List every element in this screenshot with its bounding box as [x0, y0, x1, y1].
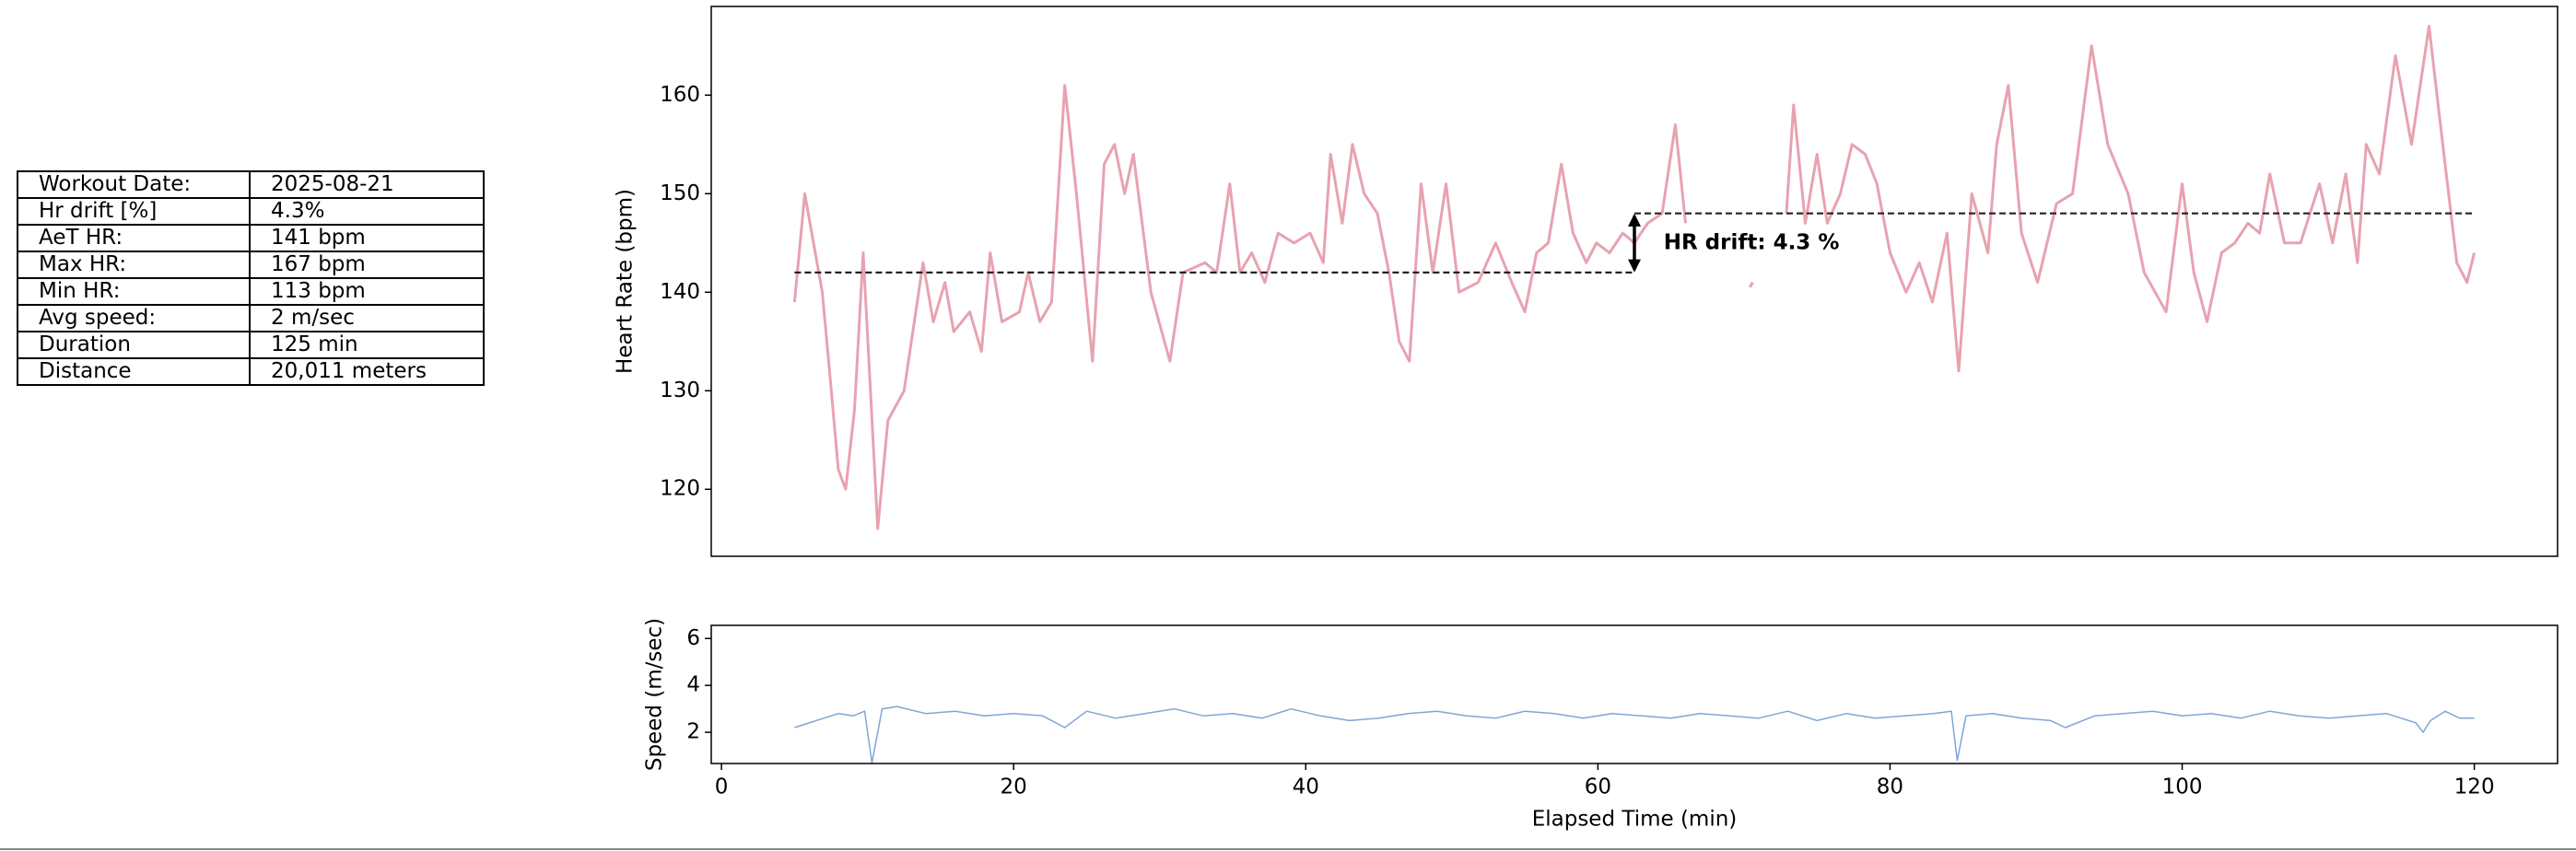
stat-value: 141 bpm [249, 224, 485, 252]
y-tick-label: 140 [660, 280, 700, 304]
table-row: AeT HR: 141 bpm [17, 224, 485, 252]
stat-value: 125 min [249, 331, 485, 359]
y-tick-label: 2 [686, 720, 700, 744]
table-row: Distance 20,011 meters [17, 357, 485, 386]
data-line [794, 705, 2475, 764]
stat-label: Duration [17, 331, 251, 359]
y-tick-label: 160 [660, 83, 700, 107]
stat-label: Workout Date: [17, 170, 251, 199]
stat-label: Distance [17, 357, 251, 386]
table-row: Workout Date: 2025-08-21 [17, 170, 485, 199]
x-tick-label: 120 [2454, 775, 2495, 799]
stat-value: 113 bpm [249, 277, 485, 306]
x-tick-label: 80 [1877, 775, 1903, 799]
table-row: Min HR: 113 bpm [17, 277, 485, 306]
table-row: Hr drift [%] 4.3% [17, 197, 485, 226]
y-tick-label: 4 [686, 673, 700, 697]
stat-label: Max HR: [17, 251, 251, 279]
stat-value: 167 bpm [249, 251, 485, 279]
drift-annotation: HR drift: 4.3 % [1664, 230, 1840, 254]
stat-value: 20,011 meters [249, 357, 485, 386]
x-axis-label: Elapsed Time (min) [1532, 808, 1738, 832]
x-tick-label: 100 [2162, 775, 2203, 799]
stat-label: Avg speed: [17, 304, 251, 332]
stat-label: Hr drift [%] [17, 197, 251, 226]
table-row: Avg speed: 2 m/sec [17, 304, 485, 332]
y-tick-label: 130 [660, 379, 700, 402]
stat-value: 2025-08-21 [249, 170, 485, 199]
x-tick-label: 20 [1001, 775, 1027, 799]
x-tick-label: 40 [1293, 775, 1319, 799]
stats-table: Workout Date: 2025-08-21 Hr drift [%] 4.3% A… [17, 170, 485, 386]
y-tick-label: 150 [660, 181, 700, 205]
axes-frame [710, 6, 2558, 557]
y-tick-label: 6 [686, 626, 700, 650]
stat-label: AeT HR: [17, 224, 251, 252]
stat-value: 2 m/sec [249, 304, 485, 332]
x-tick-label: 0 [715, 775, 729, 799]
table-row: Max HR: 167 bpm [17, 251, 485, 279]
stat-label: Min HR: [17, 277, 251, 306]
data-line [792, 24, 2476, 530]
x-tick-label: 60 [1585, 775, 1611, 799]
y-axis-label: Speed (m/sec) [643, 618, 667, 771]
stat-value: 4.3% [249, 197, 485, 226]
y-axis-label: Heart Rate (bpm) [614, 189, 638, 374]
table-row: Duration 125 min [17, 331, 485, 359]
y-tick-label: 120 [660, 477, 700, 501]
axes-frame [710, 624, 2558, 764]
